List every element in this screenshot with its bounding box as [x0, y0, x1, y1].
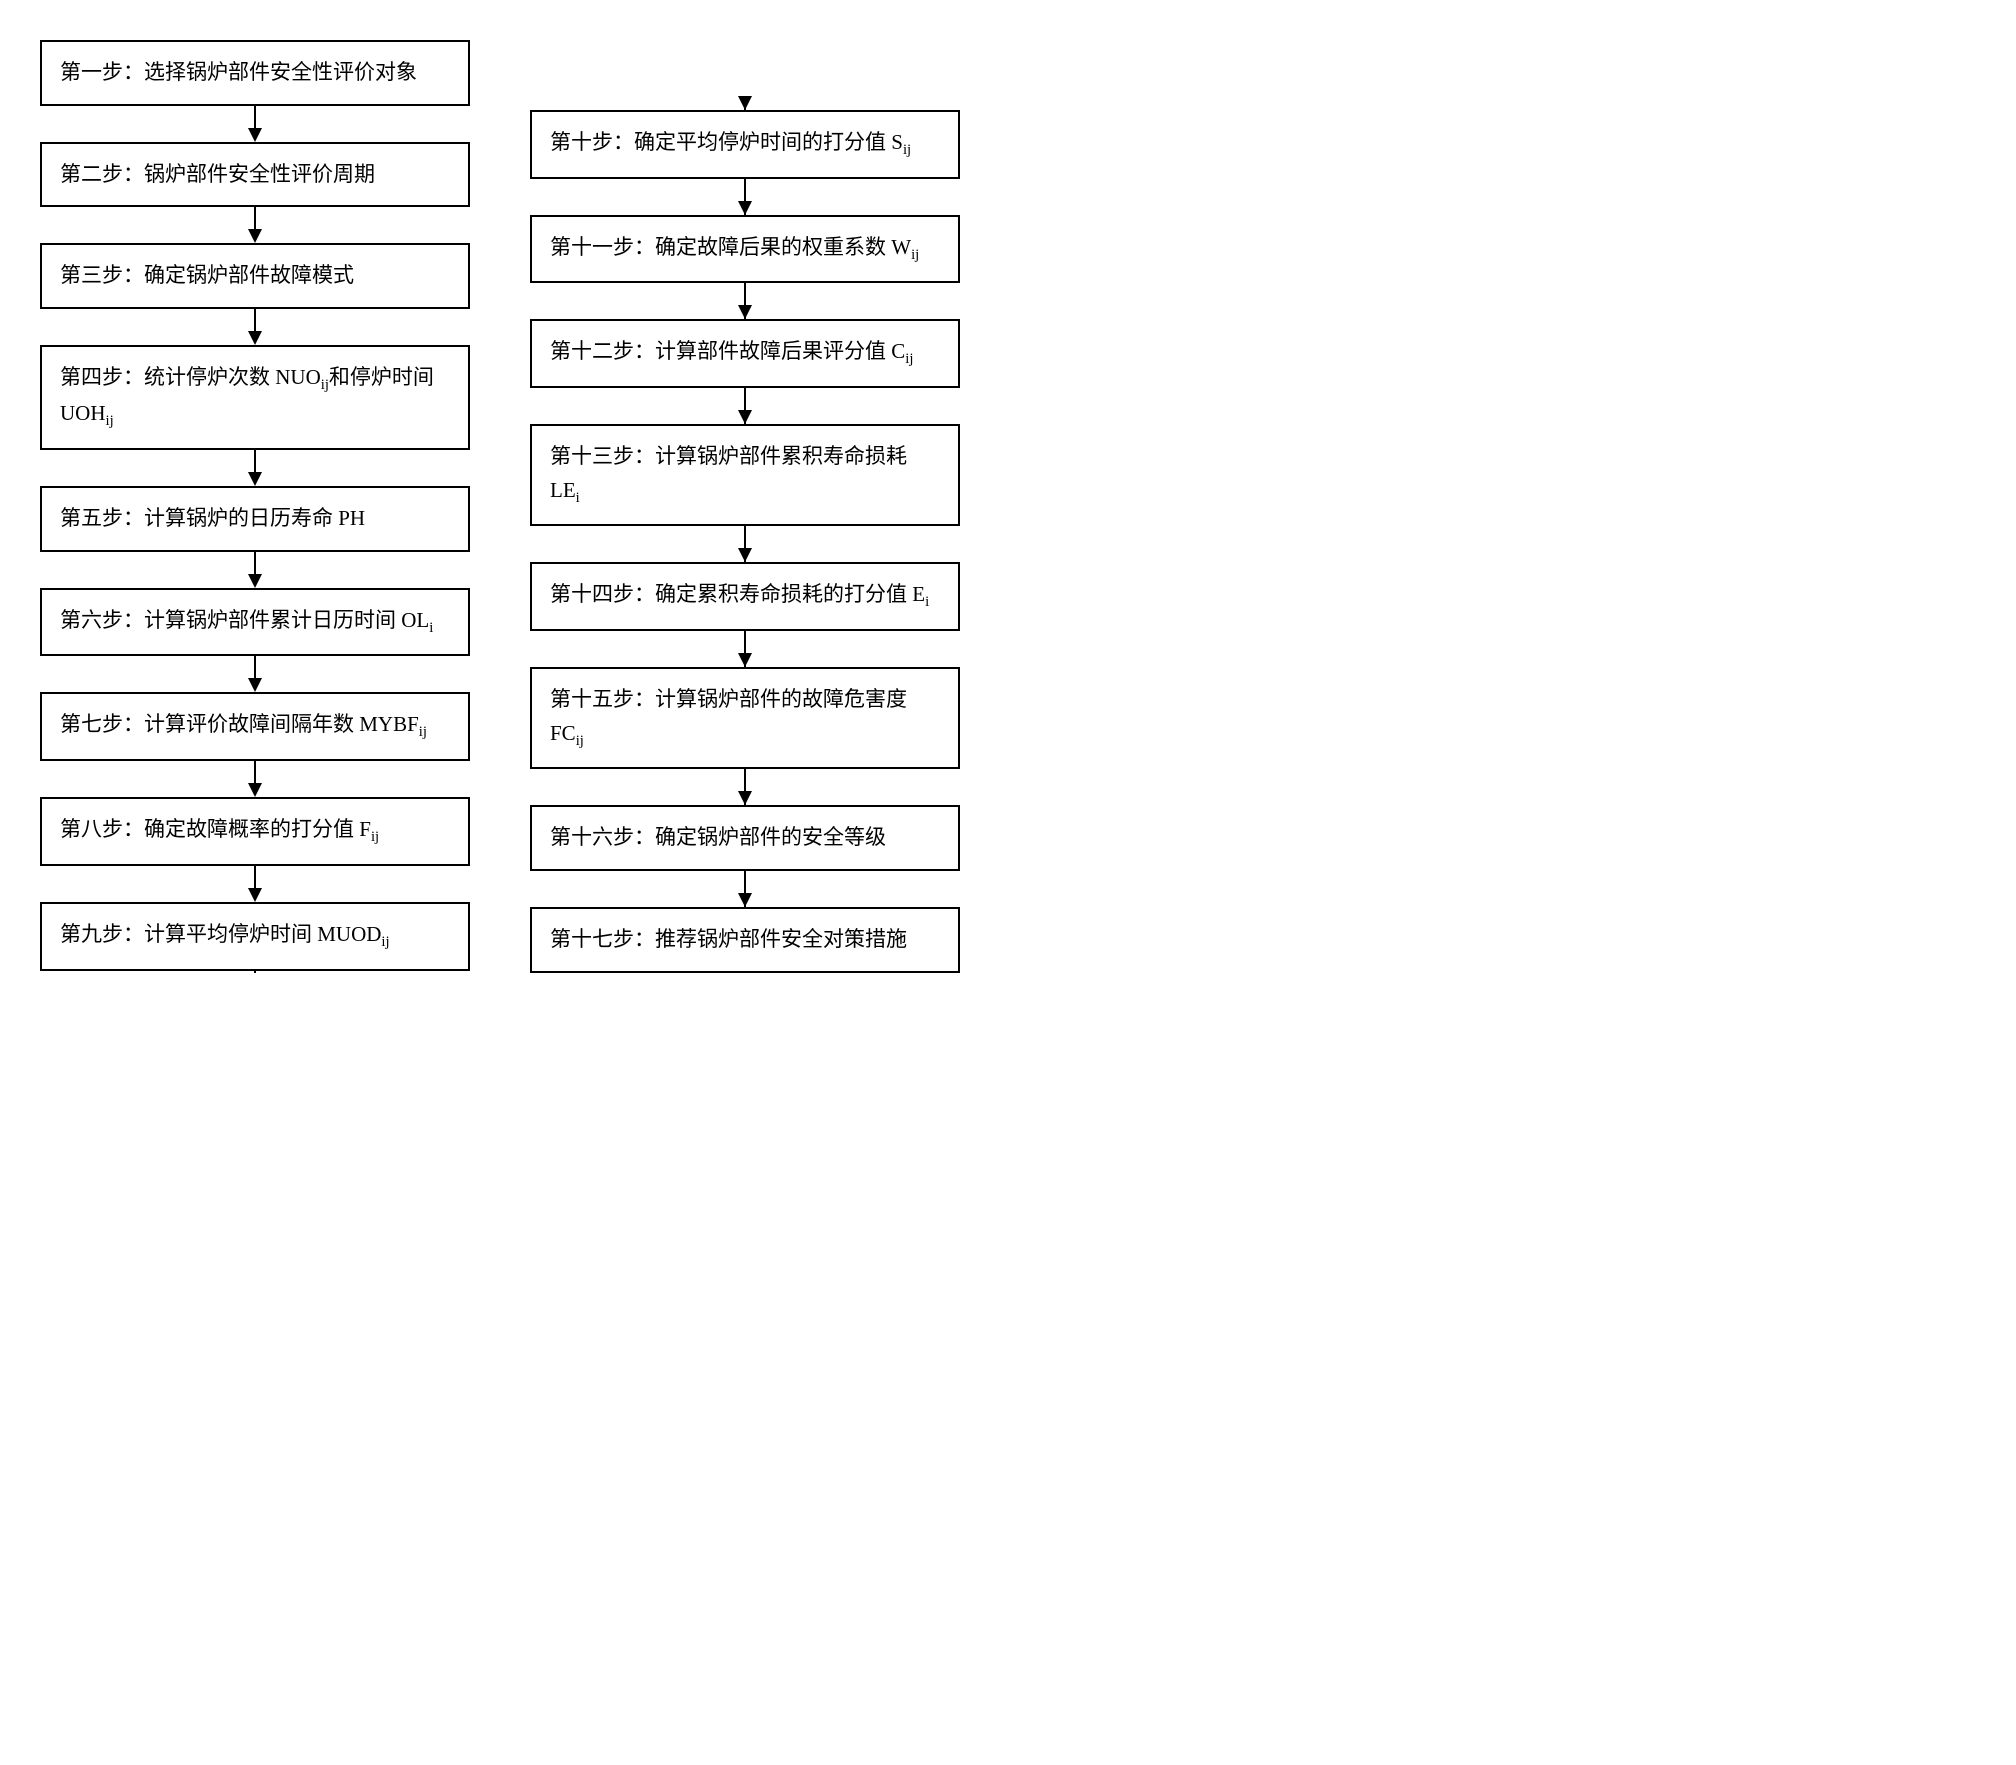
step-box-left-0: 第一步：选择锅炉部件安全性评价对象 [40, 40, 470, 106]
step-box-left-4: 第五步：计算锅炉的日历寿命 PH [40, 486, 470, 552]
flowchart-left-column: 第一步：选择锅炉部件安全性评价对象第二步：锅炉部件安全性评价周期第三步：确定锅炉… [40, 40, 470, 971]
step-box-right-1: 第十一步：确定故障后果的权重系数 Wij [530, 215, 960, 284]
step-box-left-8: 第九步：计算平均停炉时间 MUODij [40, 902, 470, 971]
step-box-left-7: 第八步：确定故障概率的打分值 Fij [40, 797, 470, 866]
step-box-left-6: 第七步：计算评价故障间隔年数 MYBFij [40, 692, 470, 761]
step-box-right-0: 第十步：确定平均停炉时间的打分值 Sij [530, 110, 960, 179]
step-box-left-1: 第二步：锅炉部件安全性评价周期 [40, 142, 470, 208]
step-box-right-3: 第十三步：计算锅炉部件累积寿命损耗 LEi [530, 424, 960, 526]
step-box-right-6: 第十六步：确定锅炉部件的安全等级 [530, 805, 960, 871]
step-box-right-2: 第十二步：计算部件故障后果评分值 Cij [530, 319, 960, 388]
step-box-right-5: 第十五步：计算锅炉部件的故障危害度 FCij [530, 667, 960, 769]
flowchart-container: 第一步：选择锅炉部件安全性评价对象第二步：锅炉部件安全性评价周期第三步：确定锅炉… [40, 40, 1976, 973]
step-box-right-7: 第十七步：推荐锅炉部件安全对策措施 [530, 907, 960, 973]
step-box-left-2: 第三步：确定锅炉部件故障模式 [40, 243, 470, 309]
step-box-right-4: 第十四步：确定累积寿命损耗的打分值 Ei [530, 562, 960, 631]
step-box-left-3: 第四步：统计停炉次数 NUOij和停炉时间 UOHij [40, 345, 470, 450]
step-box-left-5: 第六步：计算锅炉部件累计日历时间 OLi [40, 588, 470, 657]
flowchart-right-column: 第十步：确定平均停炉时间的打分值 Sij 第十一步：确定故障后果的权重系数 Wij… [530, 40, 960, 973]
